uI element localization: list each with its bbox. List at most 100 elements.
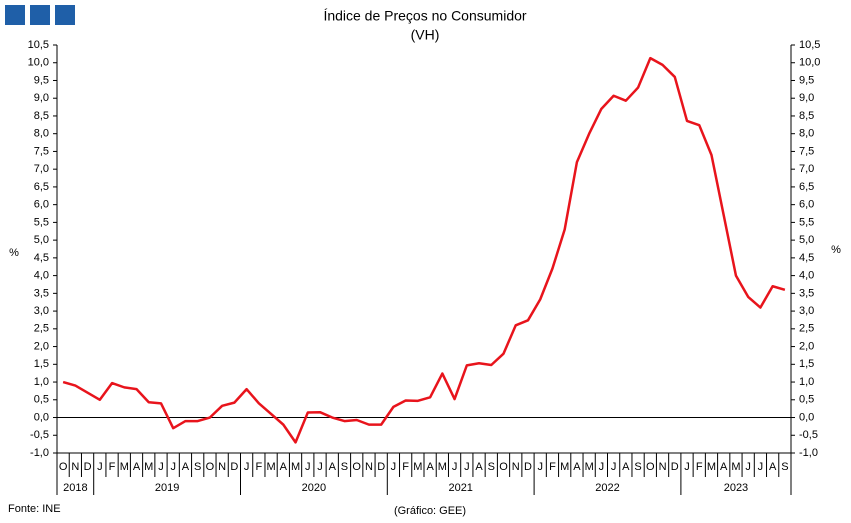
y-tick-label: 2,0 bbox=[34, 340, 49, 352]
y2-tick-label: 3,0 bbox=[799, 305, 814, 317]
y2-tick-label: 10,0 bbox=[799, 57, 820, 69]
y-tick-label: 7,5 bbox=[34, 145, 49, 157]
x-tick-label: N bbox=[659, 461, 667, 473]
y2-tick-label: 4,0 bbox=[799, 270, 814, 282]
y2-tick-label: 5,0 bbox=[799, 234, 814, 246]
y-tick-label: -0,5 bbox=[30, 429, 49, 441]
x-tick-label: M bbox=[585, 461, 594, 473]
x-tick-label: A bbox=[182, 461, 190, 473]
x-tick-label: O bbox=[59, 461, 68, 473]
y2-tick-label: 7,5 bbox=[799, 145, 814, 157]
y2-tick-label: 6,0 bbox=[799, 199, 814, 211]
x-tick-label: S bbox=[634, 461, 641, 473]
x-tick-label: J bbox=[391, 461, 397, 473]
y2-tick-label: 7,0 bbox=[799, 163, 814, 175]
y-tick-label: 6,5 bbox=[34, 181, 49, 193]
x-tick-label: F bbox=[696, 461, 703, 473]
x-tick-label: O bbox=[352, 461, 361, 473]
y2-axis-label: % bbox=[831, 244, 841, 256]
year-label: 2023 bbox=[724, 482, 748, 494]
y2-tick-label: 10,5 bbox=[799, 39, 820, 51]
y2-tick-label: 8,5 bbox=[799, 110, 814, 122]
y-tick-label: 4,5 bbox=[34, 252, 49, 264]
x-tick-label: J bbox=[599, 461, 605, 473]
x-tick-label: O bbox=[206, 461, 215, 473]
x-tick-label: F bbox=[549, 461, 556, 473]
x-tick-label: F bbox=[402, 461, 409, 473]
x-tick-label: M bbox=[266, 461, 275, 473]
year-label: 2022 bbox=[595, 482, 619, 494]
x-tick-label: A bbox=[475, 461, 483, 473]
y-tick-label: 9,5 bbox=[34, 74, 49, 86]
x-tick-label: F bbox=[109, 461, 116, 473]
x-tick-label: S bbox=[194, 461, 201, 473]
y-tick-label: 0,0 bbox=[34, 411, 49, 423]
y-axis-label: % bbox=[9, 247, 19, 259]
x-tick-label: J bbox=[745, 461, 751, 473]
y-tick-label: 5,5 bbox=[34, 216, 49, 228]
x-tick-label: S bbox=[341, 461, 348, 473]
x-tick-label: S bbox=[781, 461, 788, 473]
logo-block bbox=[55, 5, 75, 25]
x-tick-label: J bbox=[170, 461, 176, 473]
x-tick-label: D bbox=[524, 461, 532, 473]
year-label: 2020 bbox=[302, 482, 326, 494]
year-label: 2019 bbox=[155, 482, 179, 494]
x-tick-label: A bbox=[573, 461, 581, 473]
y-tick-label: 10,0 bbox=[28, 57, 49, 69]
y-tick-label: 3,5 bbox=[34, 287, 49, 299]
x-tick-label: J bbox=[317, 461, 323, 473]
logo-block bbox=[5, 5, 25, 25]
y2-tick-label: 9,0 bbox=[799, 92, 814, 104]
y2-tick-label: -1,0 bbox=[799, 447, 818, 459]
x-tick-label: D bbox=[230, 461, 238, 473]
x-tick-label: D bbox=[671, 461, 679, 473]
x-tick-label: J bbox=[452, 461, 458, 473]
x-tick-label: O bbox=[499, 461, 508, 473]
y2-tick-label: -0,5 bbox=[799, 429, 818, 441]
chart-title: Índice de Preços no Consumidor bbox=[323, 8, 526, 24]
logo-block bbox=[30, 5, 50, 25]
y2-tick-label: 2,0 bbox=[799, 340, 814, 352]
x-tick-label: J bbox=[684, 461, 690, 473]
x-tick-label: A bbox=[720, 461, 728, 473]
x-tick-label: N bbox=[365, 461, 373, 473]
source: Fonte: INE bbox=[8, 503, 61, 515]
x-tick-label: M bbox=[731, 461, 740, 473]
x-tick-label: A bbox=[769, 461, 777, 473]
data-line bbox=[62, 56, 786, 444]
x-tick-label: M bbox=[291, 461, 300, 473]
chart-subtitle: (VH) bbox=[411, 27, 440, 43]
x-tick-label: A bbox=[622, 461, 630, 473]
x-tick-label: F bbox=[255, 461, 262, 473]
x-tick-label: D bbox=[84, 461, 92, 473]
x-tick-label: O bbox=[646, 461, 655, 473]
y2-tick-label: 4,5 bbox=[799, 252, 814, 264]
y-tick-label: 6,0 bbox=[34, 199, 49, 211]
x-tick-label: M bbox=[438, 461, 447, 473]
y2-tick-label: 1,5 bbox=[799, 358, 814, 370]
x-tick-label: J bbox=[537, 461, 543, 473]
y-tick-label: 2,5 bbox=[34, 323, 49, 335]
y-tick-label: 8,0 bbox=[34, 128, 49, 140]
y-tick-label: 1,0 bbox=[34, 376, 49, 388]
y-tick-label: 10,5 bbox=[28, 39, 49, 51]
credit: (Gráfico: GEE) bbox=[394, 505, 466, 517]
y2-tick-label: 0,0 bbox=[799, 411, 814, 423]
y2-tick-label: 5,5 bbox=[799, 216, 814, 228]
x-tick-label: J bbox=[244, 461, 250, 473]
y-tick-label: 8,5 bbox=[34, 110, 49, 122]
year-label: 2021 bbox=[448, 482, 472, 494]
y2-tick-label: 6,5 bbox=[799, 181, 814, 193]
y2-tick-label: 3,5 bbox=[799, 287, 814, 299]
x-tick-label: M bbox=[120, 461, 129, 473]
x-tick-label: N bbox=[218, 461, 226, 473]
year-label: 2018 bbox=[63, 482, 87, 494]
x-tick-label: A bbox=[280, 461, 288, 473]
x-tick-label: A bbox=[426, 461, 434, 473]
x-tick-label: M bbox=[707, 461, 716, 473]
x-tick-label: J bbox=[758, 461, 764, 473]
x-tick-label: S bbox=[488, 461, 495, 473]
y-tick-label: 4,0 bbox=[34, 270, 49, 282]
